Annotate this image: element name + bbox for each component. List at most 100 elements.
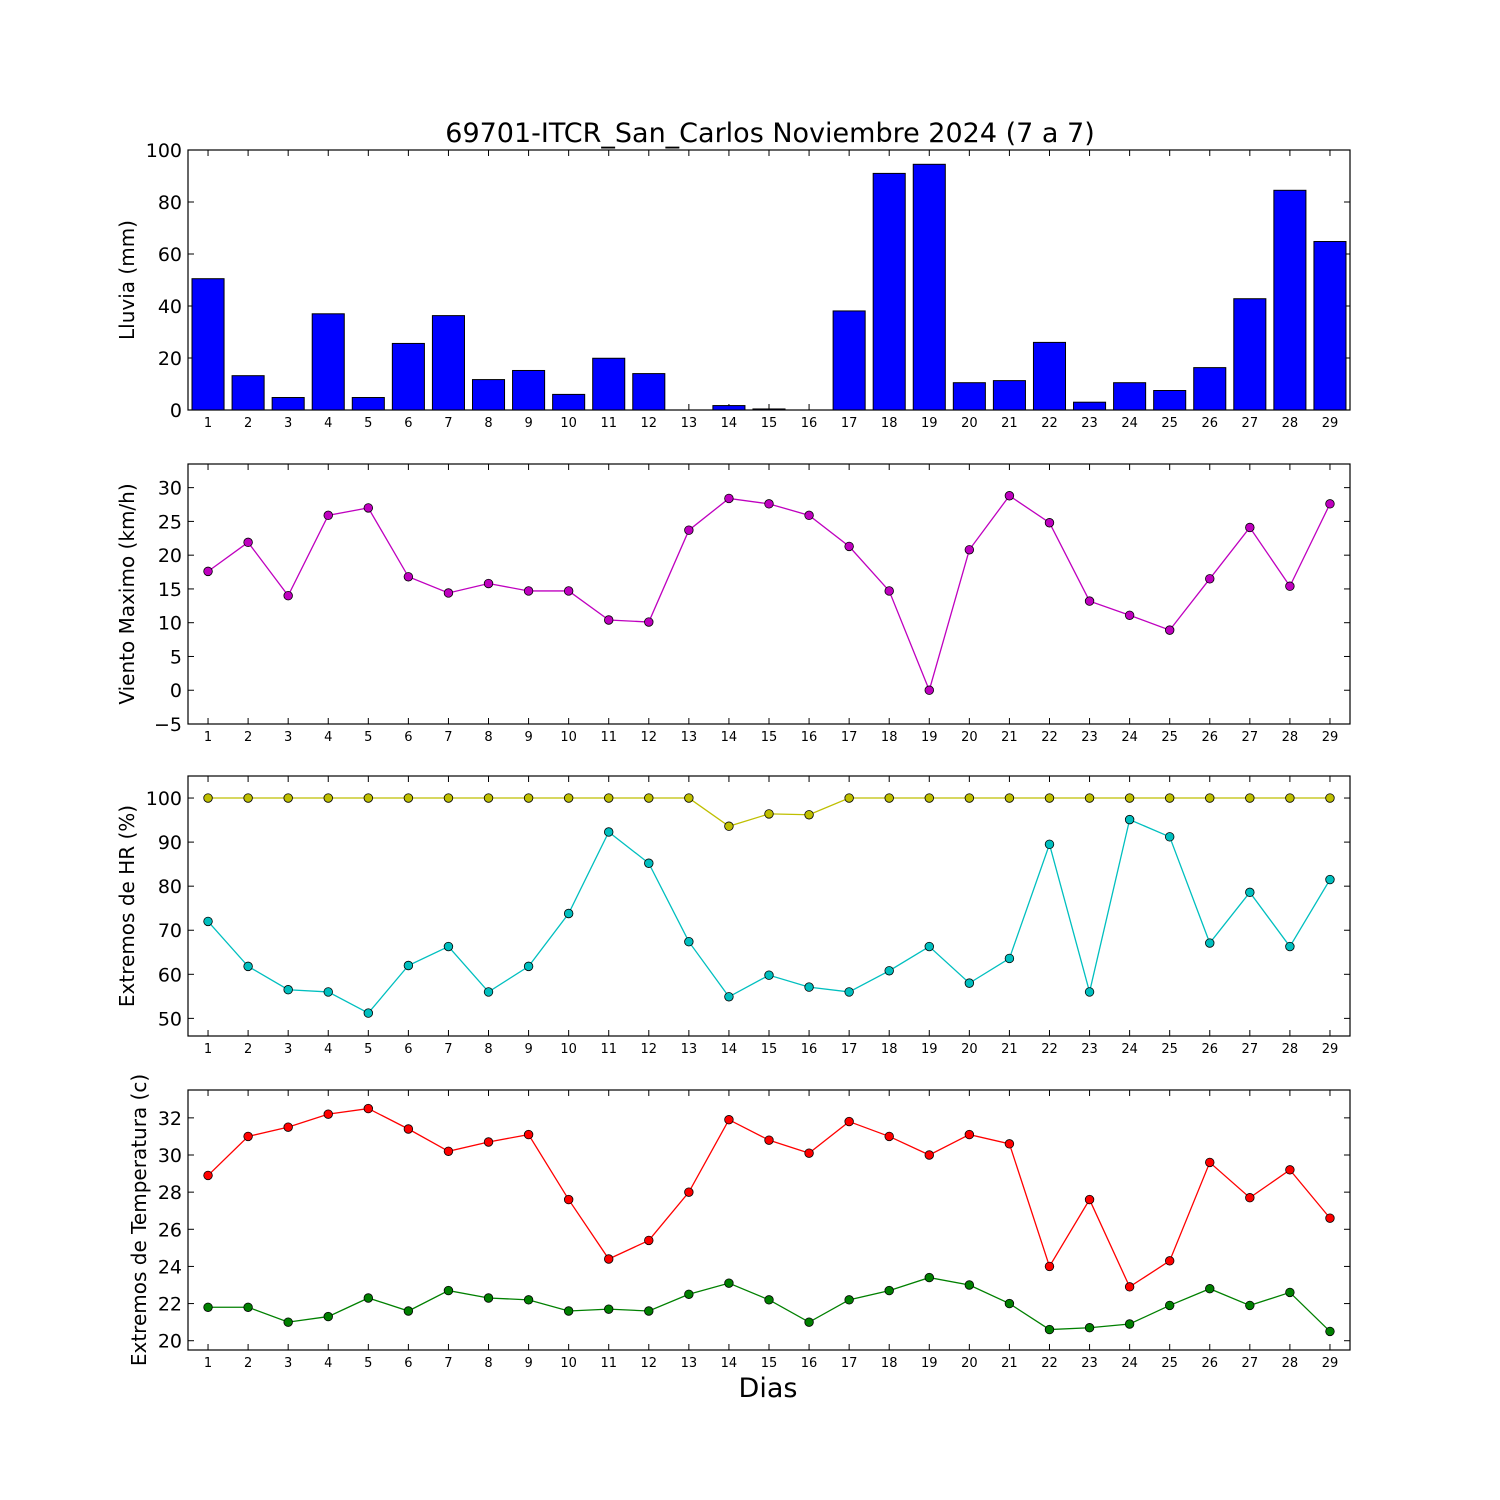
x-tick-label: 16 (801, 1356, 818, 1371)
data-point (1084, 1194, 1095, 1205)
data-point (283, 1122, 293, 1132)
x-tick-label: 15 (761, 1042, 778, 1057)
x-tick-label: 5 (364, 416, 372, 431)
data-point (243, 1131, 253, 1142)
y-axis-label: Extremos de Temperatura (c) (127, 1074, 151, 1366)
data-point (1124, 793, 1135, 803)
data-point (964, 793, 975, 803)
data-point (483, 987, 494, 997)
bar (1032, 341, 1067, 411)
x-tick-label: 29 (1322, 730, 1339, 745)
data-point (1285, 793, 1295, 803)
data-point (1084, 1323, 1095, 1333)
y-tick-label: 30 (158, 478, 182, 500)
data-point (1245, 887, 1255, 898)
x-tick-label: 27 (1242, 1042, 1259, 1057)
x-tick-label: 29 (1322, 416, 1339, 431)
x-tick-label: 23 (1081, 1356, 1098, 1371)
bar (552, 393, 586, 411)
y-tick-label: 60 (158, 244, 182, 266)
data-point (403, 793, 414, 803)
x-tick-label: 19 (921, 1356, 938, 1371)
x-tick-label: 18 (881, 1356, 898, 1371)
x-tick-label: 20 (961, 1042, 978, 1057)
data-point (764, 1295, 774, 1305)
y-tick-label: 20 (158, 348, 182, 370)
data-point (323, 1109, 333, 1119)
x-tick-label: 9 (524, 730, 532, 745)
x-tick-label: 16 (801, 730, 818, 745)
x-tick-label: 19 (921, 730, 938, 745)
y-tick-label: 40 (158, 296, 182, 318)
x-tick-label: 9 (524, 416, 532, 431)
data-point (1124, 1282, 1135, 1292)
x-tick-label: 21 (1001, 1356, 1018, 1371)
y-tick-label: 100 (146, 140, 182, 162)
data-point (243, 537, 253, 548)
data-point (1004, 1298, 1015, 1309)
x-tick-label: 18 (881, 1042, 898, 1057)
y-axis-label: Viento Maximo (km/h) (115, 483, 139, 704)
data-point (203, 793, 213, 803)
data-point (604, 1254, 614, 1264)
data-point (363, 793, 374, 803)
data-point (924, 793, 934, 803)
data-point (1124, 610, 1135, 620)
data-point (964, 978, 975, 988)
x-tick-label: 4 (324, 1356, 332, 1371)
data-point (884, 1285, 894, 1296)
data-point (804, 810, 814, 820)
x-tick-label: 13 (681, 416, 698, 431)
y-tick-label: 80 (158, 192, 182, 214)
data-point (283, 985, 293, 995)
x-tick-label: 2 (244, 416, 252, 431)
data-point (363, 503, 374, 513)
series-line-2 (207, 818, 1331, 1014)
data-point (724, 1278, 734, 1288)
x-tick-label: 12 (641, 416, 658, 431)
x-tick-label: 25 (1161, 730, 1178, 745)
x-tick-label: 12 (641, 1042, 658, 1057)
y-tick-label: 24 (158, 1256, 182, 1278)
data-point (523, 793, 534, 803)
data-point (483, 793, 494, 803)
data-point (483, 1293, 494, 1303)
data-point (764, 970, 774, 980)
x-axis-label: Dias (739, 1373, 798, 1404)
x-tick-label: 28 (1282, 1356, 1299, 1371)
data-point (764, 809, 774, 819)
y-tick-label: 20 (158, 1331, 182, 1353)
x-tick-label: 22 (1041, 730, 1058, 745)
data-point (684, 525, 694, 535)
x-tick-label: 10 (560, 1356, 577, 1371)
data-point (1205, 1157, 1215, 1168)
y-tick-label: −5 (154, 714, 182, 736)
x-tick-label: 24 (1121, 1042, 1138, 1057)
x-tick-label: 8 (484, 1042, 492, 1057)
x-tick-label: 3 (284, 416, 292, 431)
x-tick-label: 17 (841, 1042, 858, 1057)
x-tick-label: 26 (1201, 1356, 1218, 1371)
x-tick-label: 20 (961, 416, 978, 431)
data-point (924, 1272, 934, 1283)
data-point (1285, 581, 1295, 591)
x-tick-label: 4 (324, 1042, 332, 1057)
bar (231, 375, 265, 411)
x-tick-label: 17 (841, 416, 858, 431)
bar (752, 408, 786, 411)
data-point (644, 793, 654, 803)
x-tick-label: 28 (1282, 1042, 1299, 1057)
data-point (884, 1131, 894, 1142)
data-point (1004, 793, 1015, 803)
bar (1233, 298, 1267, 411)
data-point (1325, 874, 1335, 885)
x-tick-label: 7 (444, 416, 452, 431)
x-tick-label: 19 (921, 416, 938, 431)
data-point (1164, 625, 1175, 635)
data-point (1164, 1300, 1175, 1311)
data-point (964, 545, 975, 555)
x-tick-label: 19 (921, 1042, 938, 1057)
data-point (1124, 814, 1135, 825)
x-tick-label: 1 (204, 416, 212, 431)
